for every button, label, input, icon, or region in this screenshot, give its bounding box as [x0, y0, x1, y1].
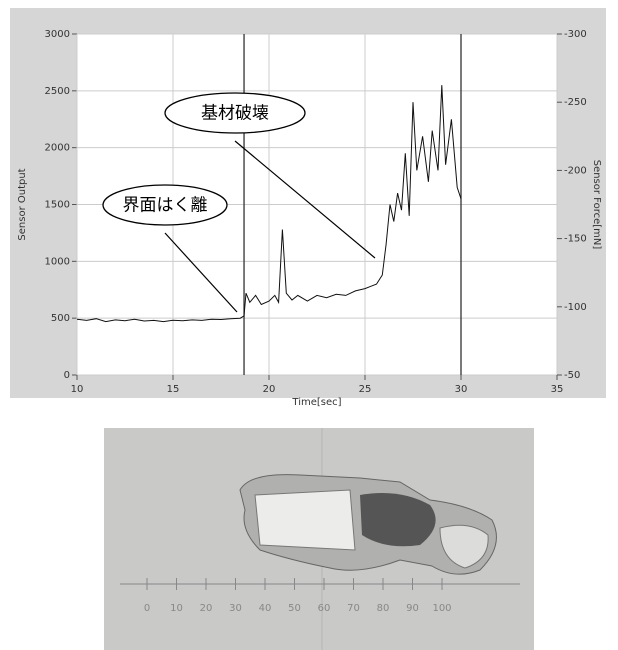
- scale-label: 40: [259, 603, 272, 614]
- y-tick-label: 1000: [45, 256, 70, 267]
- y2-tick-label: -150: [564, 234, 587, 245]
- y2-tick-label: -100: [564, 302, 587, 313]
- x-tick-label: 35: [551, 384, 564, 395]
- y2-tick-label: -50: [564, 370, 580, 381]
- x-axis-label: Time[sec]: [291, 397, 341, 408]
- y-tick-label: 500: [51, 313, 70, 324]
- y-tick-label: 0: [64, 370, 70, 381]
- scale-label: 80: [377, 603, 390, 614]
- chart: 0 500 1000 1500 2000 2500 3000 10 15 20 25 30 35 -300…: [17, 29, 602, 408]
- annotation-bubble: [164, 92, 306, 134]
- fracture: [360, 492, 436, 547]
- data-line: [76, 85, 462, 323]
- delamination: [254, 489, 356, 551]
- x-tick-label: 20: [263, 384, 276, 395]
- annotation-text: 界面はく離: [123, 196, 208, 216]
- scale-label: 70: [347, 603, 360, 614]
- scale-label: 50: [288, 603, 301, 614]
- scale-label: 60: [318, 603, 331, 614]
- fracture-halo: [439, 524, 489, 569]
- annotation-pointer: [234, 140, 376, 259]
- scale-label: 30: [229, 603, 242, 614]
- annotation-bubble: [102, 184, 228, 226]
- micrograph: 0 10 20 30 40 50 60 70 80 90 100: [104, 428, 534, 650]
- y-tick-label: 3000: [45, 29, 70, 40]
- scale-label: 20: [200, 603, 213, 614]
- annotation-text: 基材破壊: [201, 104, 269, 124]
- scale-label: 10: [170, 603, 183, 614]
- y-tick-label: 1500: [45, 200, 70, 211]
- y-axis-label: Sensor Output: [17, 168, 28, 240]
- y-tick-label: 2000: [45, 143, 70, 154]
- scale-label: 0: [144, 603, 150, 614]
- x-tick-label: 30: [455, 384, 468, 395]
- y2-tick-label: -200: [564, 165, 587, 176]
- annotation-pointer: [164, 232, 238, 313]
- scale-label: 90: [406, 603, 419, 614]
- y2-axis-label: Sensor Force[mN]: [591, 160, 602, 250]
- x-tick-label: 25: [359, 384, 372, 395]
- x-tick-label: 15: [167, 384, 180, 395]
- y2-tick-label: -250: [564, 97, 587, 108]
- y2-tick-label: -300: [564, 29, 587, 40]
- scale-label: 100: [432, 603, 451, 614]
- y-tick-label: 2500: [45, 86, 70, 97]
- scale: 0 10 20 30 40 50 60 70 80 90 100: [144, 578, 452, 614]
- x-tick-label: 10: [71, 384, 84, 395]
